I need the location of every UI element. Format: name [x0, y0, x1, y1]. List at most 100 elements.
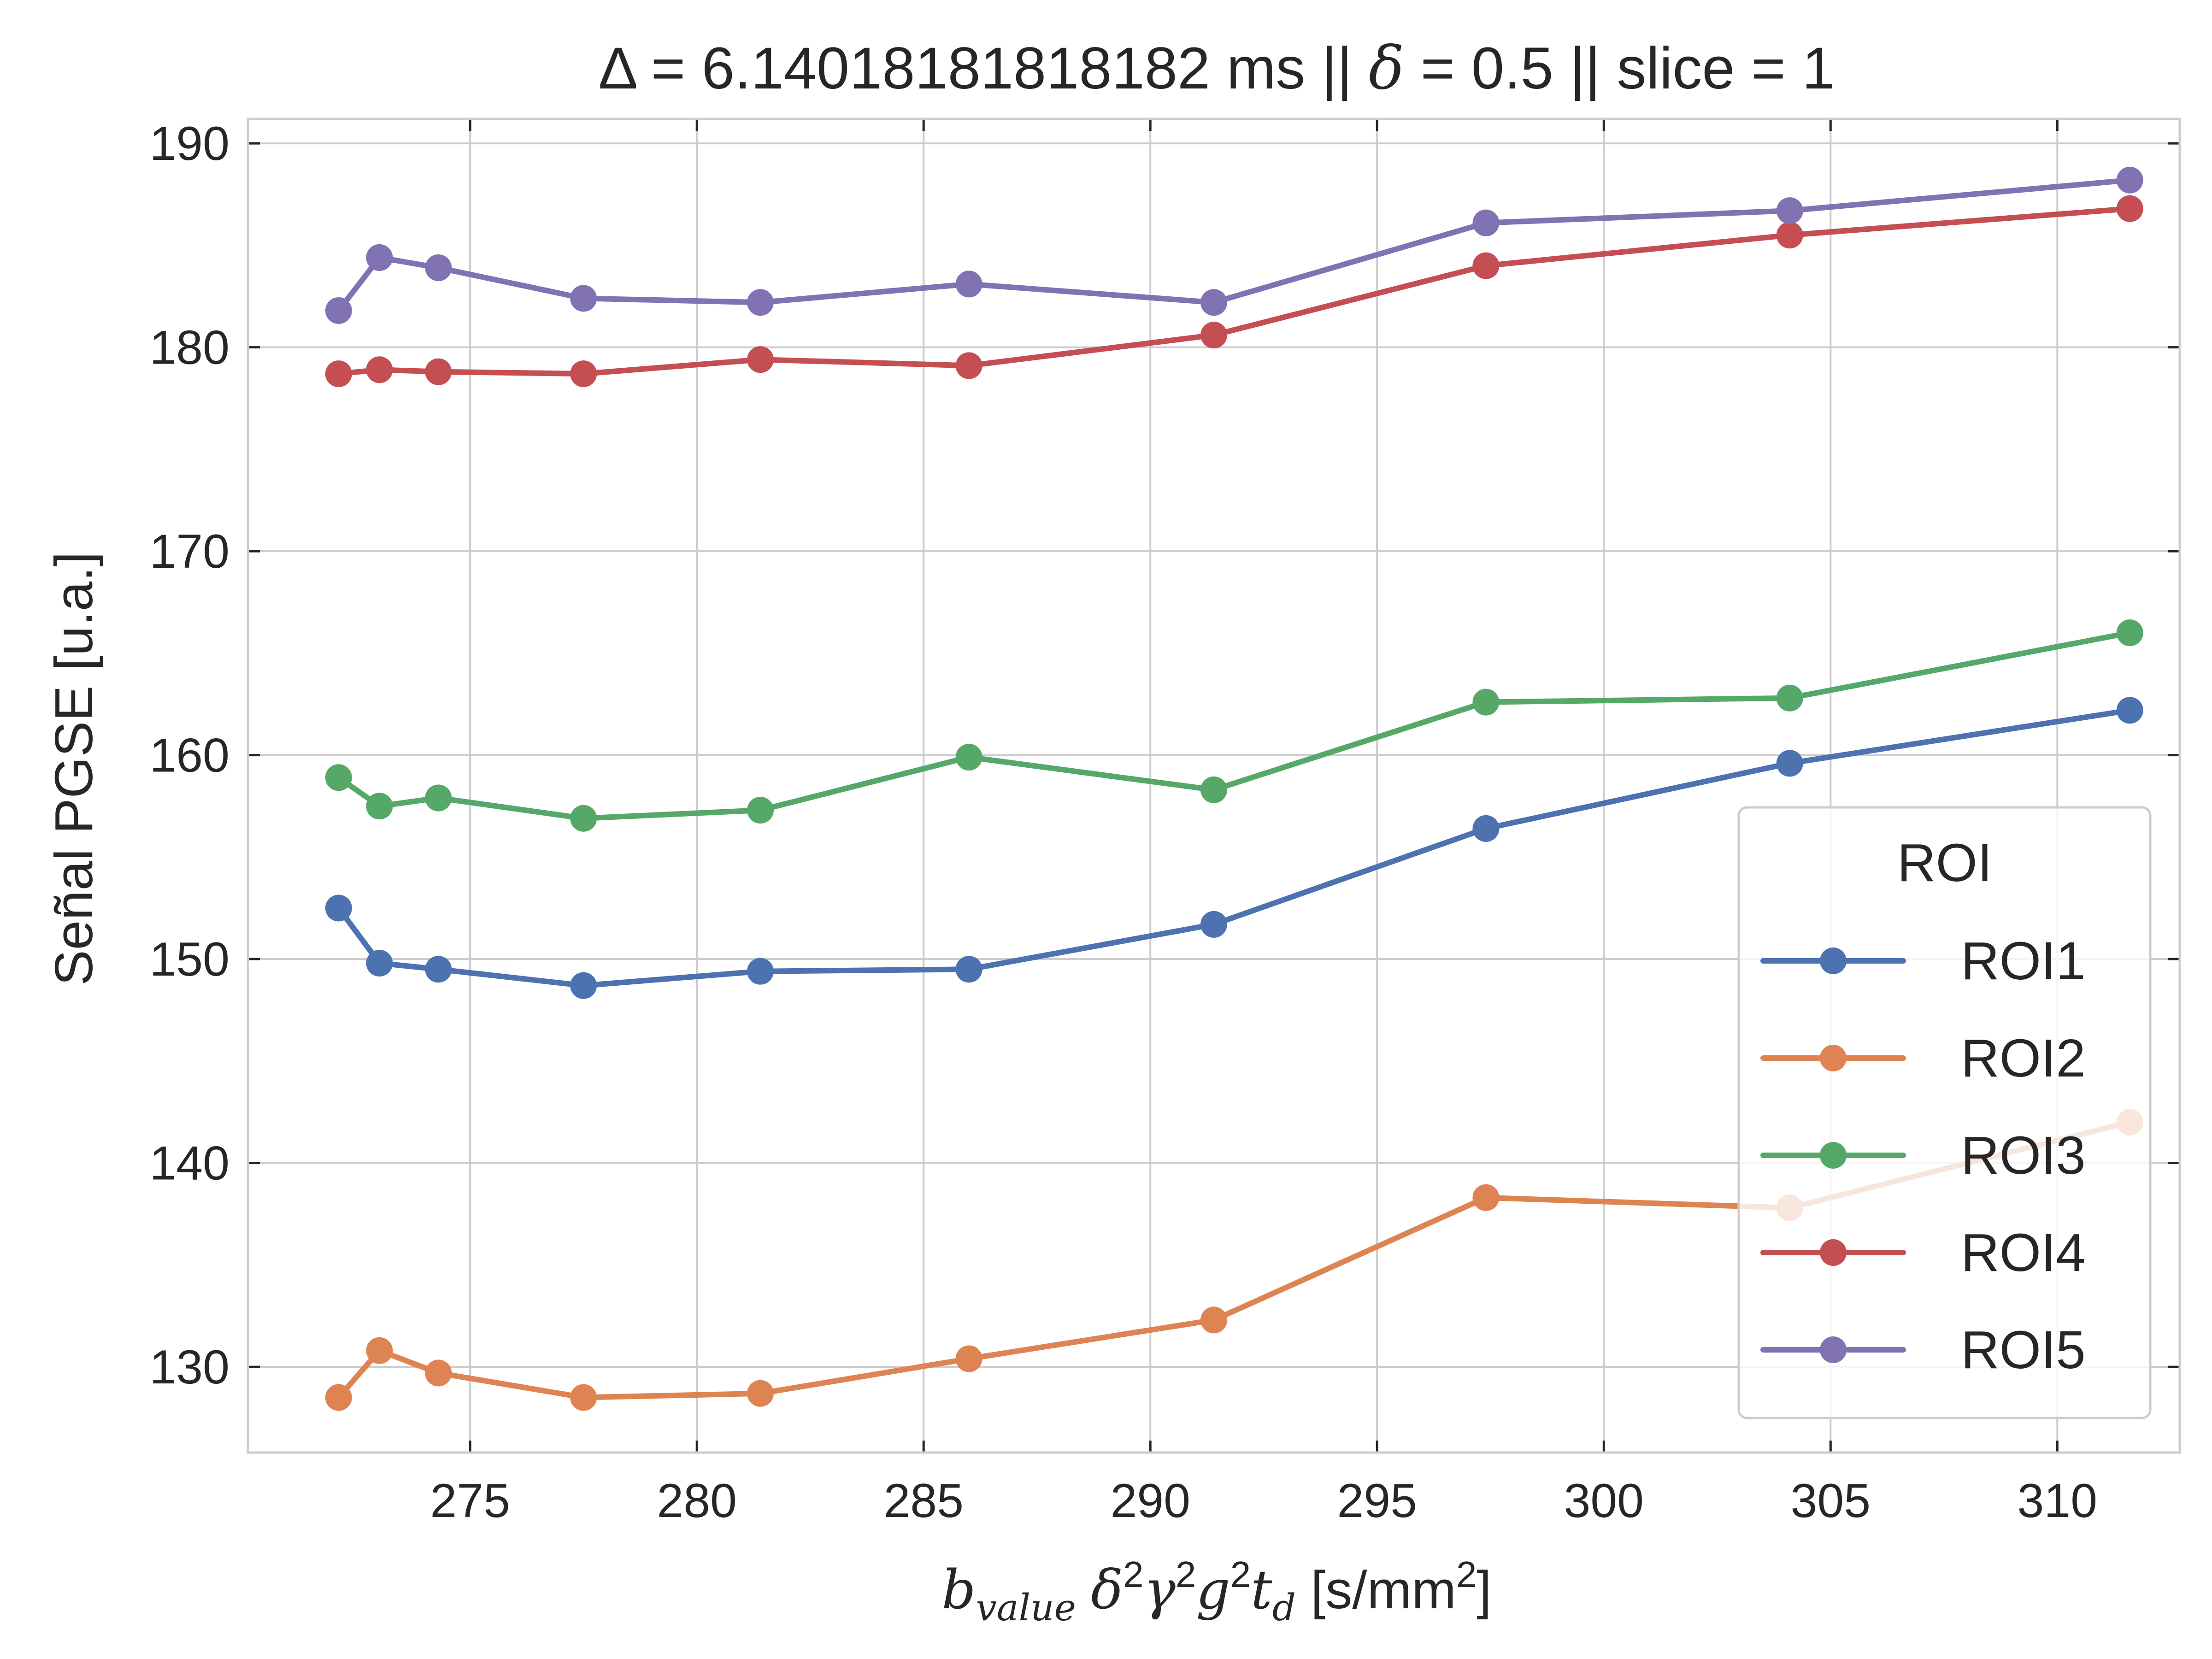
- xlabel-delta: δ: [1091, 1559, 1123, 1621]
- data-point: [425, 784, 452, 812]
- series-line: [335, 707, 2133, 988]
- x-axis-label: bvalue δ2γ2g2td [s/mm2]: [941, 1554, 1491, 1629]
- data-point: [1472, 1184, 1500, 1211]
- legend-label: ROI5: [1961, 1320, 2086, 1380]
- series-roi4: [325, 195, 2143, 388]
- y-tick-label: 190: [149, 117, 229, 171]
- y-tick-label: 150: [149, 933, 229, 986]
- data-point: [366, 356, 393, 383]
- xlabel-t: t: [1251, 1559, 1272, 1621]
- xlabel-units-sup: 2: [1456, 1554, 1477, 1595]
- data-point: [1472, 688, 1500, 716]
- xlabel-g: g: [1196, 1559, 1230, 1621]
- data-point: [1776, 684, 1803, 712]
- data-point: [955, 352, 982, 379]
- legend-label: ROI3: [1961, 1125, 2086, 1185]
- xlabel-space: [1076, 1560, 1091, 1620]
- series-line: [335, 630, 2133, 821]
- legend-item-roi4: ROI4: [1760, 1223, 2086, 1282]
- legend-item-roi2: ROI2: [1760, 1028, 2086, 1088]
- y-tick-label: 180: [149, 321, 229, 375]
- data-point: [570, 360, 597, 388]
- legend-swatch-marker: [1820, 1045, 1847, 1071]
- legend-label: ROI4: [1961, 1223, 2086, 1282]
- xlabel-b: b: [941, 1559, 976, 1621]
- data-point: [747, 346, 774, 373]
- data-point: [425, 1359, 452, 1387]
- data-point: [747, 289, 774, 316]
- x-tick-label: 275: [430, 1474, 510, 1528]
- xlabel-sup-1: 2: [1123, 1554, 1144, 1595]
- series-line: [335, 206, 2133, 377]
- data-point: [325, 764, 352, 791]
- data-point: [570, 1384, 597, 1411]
- series-line: [335, 177, 2133, 313]
- data-point: [366, 793, 393, 820]
- data-point: [1776, 197, 1803, 224]
- chart-title-part2: = 0.5 || slice = 1: [1404, 35, 1835, 101]
- x-tick-label: 310: [2018, 1474, 2098, 1528]
- data-point: [366, 1337, 393, 1364]
- data-point: [1472, 209, 1500, 236]
- x-tick-label: 285: [883, 1474, 964, 1528]
- legend-title: ROI: [1897, 833, 1992, 893]
- data-point: [955, 1345, 982, 1372]
- data-point: [1776, 222, 1803, 249]
- data-point: [955, 271, 982, 298]
- data-point: [2116, 195, 2143, 222]
- series-line: [335, 1119, 2133, 1400]
- data-point: [570, 805, 597, 832]
- series-roi5: [325, 166, 2143, 324]
- xlabel-units-open: [s/mm: [1296, 1560, 1456, 1620]
- xlabel-value-sub: value: [976, 1586, 1076, 1629]
- data-point: [747, 1380, 774, 1407]
- series-roi1: [325, 697, 2143, 999]
- legend-swatch-marker: [1820, 1239, 1847, 1266]
- data-point: [1472, 252, 1500, 279]
- data-point: [2116, 697, 2143, 724]
- data-point: [1472, 815, 1500, 842]
- legend-entries: ROI1 ROI2 ROI3 ROI4 ROI5: [1760, 931, 2086, 1380]
- legend-item-roi3: ROI3: [1760, 1125, 2086, 1185]
- legend-label: ROI1: [1961, 931, 2086, 991]
- data-point: [747, 958, 774, 985]
- x-tick-label: 280: [657, 1474, 737, 1528]
- data-point: [1776, 750, 1803, 777]
- data-point: [325, 360, 352, 388]
- data-point: [1200, 911, 1227, 938]
- xlabel-sup-2: 2: [1176, 1554, 1196, 1595]
- data-point: [425, 254, 452, 282]
- legend: ROI ROI1 ROI2 ROI3 ROI4 ROI5: [1737, 806, 2152, 1419]
- legend-swatch-marker: [1820, 947, 1847, 974]
- data-point: [570, 972, 597, 999]
- x-tick-label: 300: [1564, 1474, 1644, 1528]
- data-point: [2116, 166, 2143, 194]
- chart-title: Δ = 6.14018181818182 ms || δ = 0.5 || sl…: [598, 34, 1835, 103]
- chart-title-part1: Δ = 6.14018181818182 ms ||: [598, 35, 1369, 101]
- data-point: [325, 297, 352, 324]
- data-point: [955, 744, 982, 771]
- y-tick-label: 160: [149, 729, 229, 782]
- data-point: [366, 244, 393, 271]
- y-tick-label: 140: [149, 1137, 229, 1190]
- data-point: [1200, 1306, 1227, 1334]
- data-point: [1200, 322, 1227, 349]
- x-tick-label: 290: [1110, 1474, 1190, 1528]
- legend-swatch-marker: [1820, 1336, 1847, 1363]
- chart-title-delta-symbol: δ: [1369, 34, 1404, 103]
- data-point: [366, 949, 393, 977]
- y-tick-label: 130: [149, 1341, 229, 1394]
- series-roi3: [325, 619, 2143, 832]
- data-point: [570, 285, 597, 312]
- data-point: [1200, 776, 1227, 803]
- x-tick-label: 305: [1791, 1474, 1871, 1528]
- y-tick-label: 170: [149, 525, 229, 578]
- data-point: [325, 1384, 352, 1411]
- data-point: [2116, 619, 2143, 647]
- legend-swatch-marker: [1820, 1142, 1847, 1169]
- xlabel-gamma: γ: [1144, 1559, 1176, 1621]
- plot-frame: [247, 118, 2181, 1454]
- data-point: [747, 797, 774, 824]
- xlabel-sup-3: 2: [1230, 1554, 1251, 1595]
